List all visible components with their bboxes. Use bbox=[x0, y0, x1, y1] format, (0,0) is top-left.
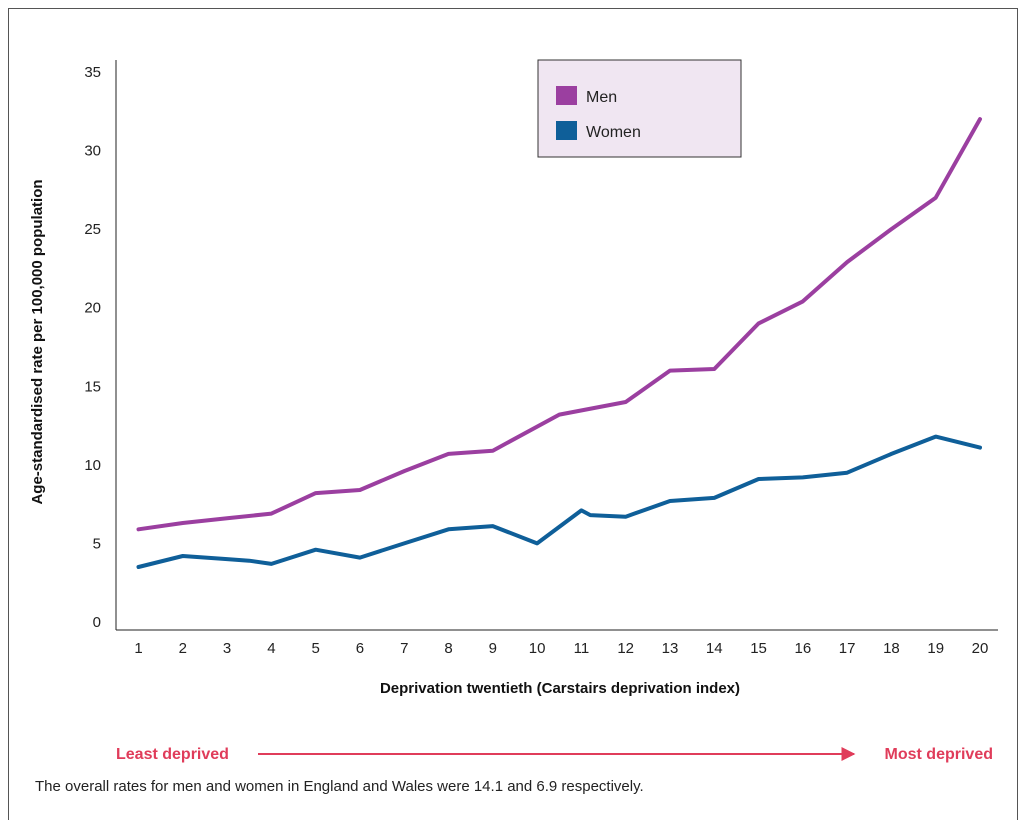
x-tick-label: 5 bbox=[311, 640, 319, 657]
figure-frame bbox=[8, 8, 1018, 820]
x-tick-label: 4 bbox=[267, 640, 275, 657]
x-tick-label: 19 bbox=[927, 640, 944, 657]
y-tick-label: 20 bbox=[84, 300, 101, 317]
x-tick-label: 7 bbox=[400, 640, 408, 657]
legend-label-women: Women bbox=[586, 124, 641, 141]
y-tick-label: 30 bbox=[84, 143, 101, 160]
x-tick-label: 3 bbox=[223, 640, 231, 657]
x-tick-label: 2 bbox=[179, 640, 187, 657]
y-tick-label: 10 bbox=[84, 457, 101, 474]
x-tick-label: 16 bbox=[794, 640, 811, 657]
series-line-men bbox=[136, 117, 982, 532]
legend-swatch-women bbox=[556, 121, 577, 140]
x-tick-label: 18 bbox=[883, 640, 900, 657]
legend bbox=[537, 59, 742, 158]
most-deprived-label: Most deprived bbox=[885, 746, 993, 763]
x-tick-label: 14 bbox=[706, 640, 723, 657]
least-deprived-label: Least deprived bbox=[116, 746, 229, 763]
deprivation-scale: Least deprived Most deprived bbox=[116, 746, 993, 763]
x-tick-label: 12 bbox=[617, 640, 634, 657]
y-tick-label: 25 bbox=[84, 221, 101, 238]
x-tick-label: 6 bbox=[356, 640, 364, 657]
y-tick-label: 5 bbox=[93, 535, 101, 552]
y-axis-label: Age-standardised rate per 100,000 popula… bbox=[29, 179, 46, 504]
x-tick-label: 20 bbox=[972, 640, 989, 657]
x-tick-label: 1 bbox=[134, 640, 142, 657]
x-tick-label: 11 bbox=[574, 640, 590, 657]
x-tick-label: 9 bbox=[489, 640, 497, 657]
x-tick-label: 15 bbox=[750, 640, 767, 657]
y-tick-label: 35 bbox=[84, 64, 101, 81]
x-tick-label: 13 bbox=[662, 640, 679, 657]
legend-label-men: Men bbox=[586, 89, 617, 106]
x-tick-label: 8 bbox=[444, 640, 452, 657]
y-tick-label: 0 bbox=[93, 614, 101, 631]
y-tick-label: 15 bbox=[84, 378, 101, 395]
x-axis-label: Deprivation twentieth (Carstairs depriva… bbox=[380, 680, 740, 697]
series-line-women bbox=[136, 434, 982, 569]
footnote: The overall rates for men and women in E… bbox=[35, 778, 644, 795]
legend-swatch-men bbox=[556, 86, 577, 105]
x-tick-label: 10 bbox=[529, 640, 546, 657]
x-tick-label: 17 bbox=[839, 640, 856, 657]
